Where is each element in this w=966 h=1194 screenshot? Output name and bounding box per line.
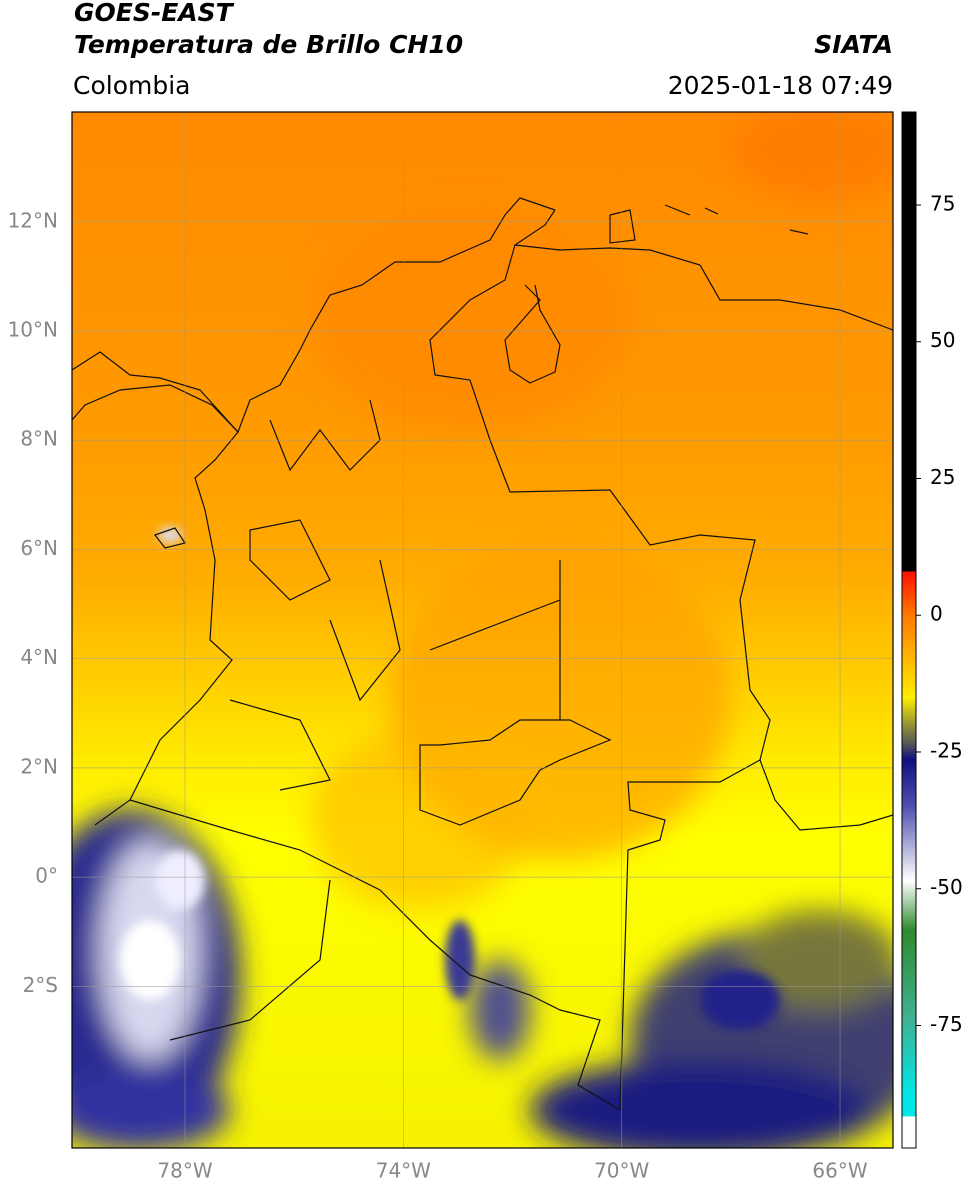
lon-tick-label: 66°W — [812, 1159, 867, 1183]
subtitle: Temperatura de Brillo CH10 — [74, 30, 463, 59]
lon-tick-label: 70°W — [594, 1159, 649, 1183]
map-frame — [71, 111, 894, 1149]
lon-tick-label: 78°W — [157, 1159, 212, 1183]
title: GOES-EAST — [74, 0, 235, 27]
lat-tick-label: 2°N — [20, 754, 58, 778]
lat-tick-label: 4°N — [20, 645, 58, 669]
colorbar-tick-label: -75 — [930, 1012, 963, 1036]
satellite-image — [72, 112, 893, 1148]
lon-tick-label: 74°W — [376, 1159, 431, 1183]
source: SIATA — [814, 30, 893, 59]
colorbar-tick-label: 75 — [930, 191, 955, 215]
region: Colombia — [73, 71, 190, 100]
colorbar-tick-label: -50 — [930, 875, 963, 899]
lat-tick-label: 6°N — [20, 536, 58, 560]
colorbar-tick-label: 25 — [930, 465, 955, 489]
colorbar-tick-label: -25 — [930, 738, 963, 762]
lat-tick-label: 8°N — [20, 427, 58, 451]
lat-tick-label: 10°N — [8, 317, 58, 341]
lat-tick-label: 0° — [35, 864, 58, 888]
colorbar-tick-label: 50 — [930, 328, 955, 352]
lat-tick-label: 12°N — [8, 208, 58, 232]
colorbar — [901, 111, 917, 1149]
datetime: 2025-01-18 07:49 — [668, 71, 893, 100]
grid — [72, 112, 893, 1148]
colorbar-tick-label: 0 — [930, 602, 943, 626]
lat-tick-label: 2°S — [23, 973, 58, 997]
